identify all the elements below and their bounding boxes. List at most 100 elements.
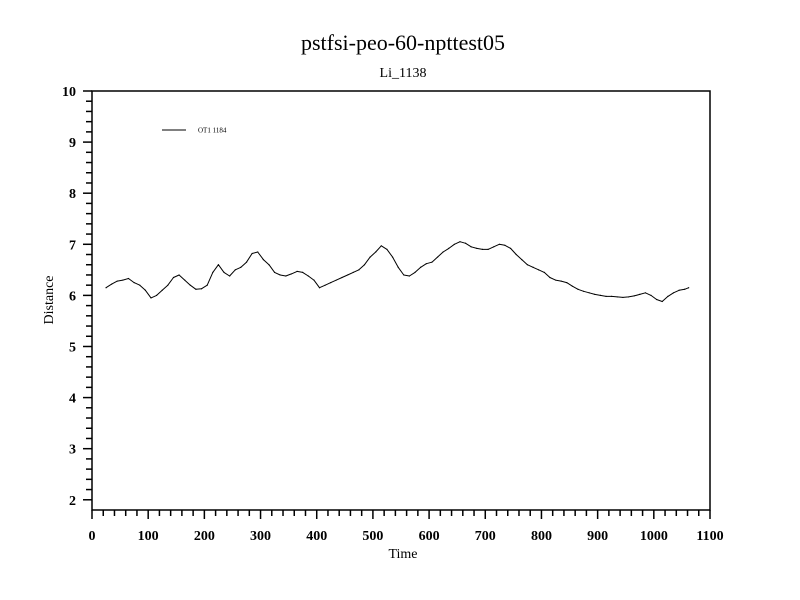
data-point: [150, 297, 152, 299]
data-point: [504, 244, 506, 246]
data-point: [627, 296, 630, 298]
data-point: [656, 298, 658, 301]
data-point: [605, 295, 607, 298]
data-point: [526, 264, 529, 266]
data-point: [268, 264, 270, 266]
x-axis: 0 100 200 300 400 500 600 700 800 900 1000 1100: [89, 510, 724, 544]
data-point: [633, 295, 635, 297]
x-tick-label: 500: [362, 529, 383, 544]
x-tick-label: 400: [306, 529, 327, 544]
data-point: [133, 282, 135, 284]
data-point: [554, 279, 557, 281]
data-point: [111, 283, 113, 285]
data-point: [431, 261, 433, 263]
data-point: [144, 289, 146, 291]
data-point: [352, 271, 354, 273]
data-point: [549, 276, 551, 279]
data-point: [436, 256, 439, 258]
data-point: [386, 248, 388, 251]
y-tick-label: 10: [62, 85, 76, 100]
data-point: [363, 264, 366, 266]
data-point: [156, 294, 158, 296]
data-point: [262, 259, 264, 261]
data-point: [644, 292, 646, 294]
data-point: [667, 295, 669, 298]
data-point: [622, 296, 624, 299]
y-tick-label: 6: [69, 289, 76, 304]
series-layer: [105, 241, 690, 303]
data-point: [285, 275, 287, 277]
data-point: [279, 274, 281, 276]
data-point: [453, 243, 455, 245]
data-point: [650, 294, 652, 296]
data-point: [139, 284, 141, 286]
data-point: [543, 271, 545, 273]
data-point: [313, 279, 315, 281]
x-tick-label: 800: [531, 529, 552, 544]
data-point: [307, 275, 309, 277]
data-point: [684, 288, 686, 290]
data-point: [414, 271, 416, 273]
y-tick-label: 3: [69, 443, 76, 458]
y-tick-label: 9: [69, 136, 76, 151]
data-point: [397, 266, 399, 268]
data-point: [571, 285, 573, 287]
data-point: [594, 293, 596, 295]
data-point: [465, 242, 467, 244]
data-point: [178, 274, 180, 276]
plot-frame: [91, 90, 711, 511]
data-point: [217, 264, 220, 266]
data-point: [189, 284, 191, 286]
data-point: [582, 290, 585, 292]
data-point: [330, 282, 332, 284]
data-point: [251, 252, 253, 255]
data-point: [487, 248, 489, 251]
data-point: [560, 280, 562, 282]
data-point: [470, 246, 472, 248]
y-tick-label: 8: [69, 187, 76, 202]
data-point: [341, 276, 343, 279]
data-point: [302, 271, 304, 273]
data-point: [420, 266, 422, 268]
legend-label: OT1 1184: [198, 127, 227, 135]
data-point: [408, 275, 411, 277]
data-point: [442, 251, 444, 253]
data-point: [212, 271, 214, 273]
x-tick-label: 600: [419, 529, 440, 544]
data-point: [515, 253, 517, 256]
data-point: [403, 274, 405, 276]
series-line: [105, 241, 689, 302]
data-point: [245, 261, 248, 263]
chart-subtitle: Li_1138: [380, 66, 427, 81]
chart-title: pstfsi-peo-60-npttest05: [301, 30, 505, 55]
data-point: [459, 241, 461, 243]
y-axis-label: Distance: [42, 276, 57, 325]
y-tick-label: 4: [69, 392, 76, 407]
data-point: [493, 246, 495, 248]
data-point: [240, 266, 242, 268]
data-point: [184, 279, 186, 281]
x-tick-label: 100: [138, 529, 159, 544]
x-tick-label: 300: [250, 529, 271, 544]
data-point: [521, 259, 523, 261]
data-point: [616, 296, 618, 298]
data-point: [206, 284, 208, 286]
data-point: [672, 292, 675, 294]
data-point: [375, 251, 377, 253]
x-tick-label: 900: [587, 529, 608, 544]
data-point: [611, 295, 613, 298]
data-point: [105, 287, 107, 289]
data-point: [257, 251, 259, 253]
x-tick-label: 700: [475, 529, 496, 544]
y-tick-label: 7: [69, 238, 76, 253]
data-point: [688, 287, 690, 289]
data-point: [588, 292, 590, 294]
data-point: [172, 276, 175, 279]
data-point: [509, 247, 512, 249]
data-point: [296, 270, 298, 272]
data-point: [369, 256, 371, 258]
data-point: [195, 288, 197, 290]
data-point: [380, 245, 382, 247]
x-tick-label: 1100: [696, 529, 723, 544]
y-tick-label: 2: [69, 494, 76, 509]
